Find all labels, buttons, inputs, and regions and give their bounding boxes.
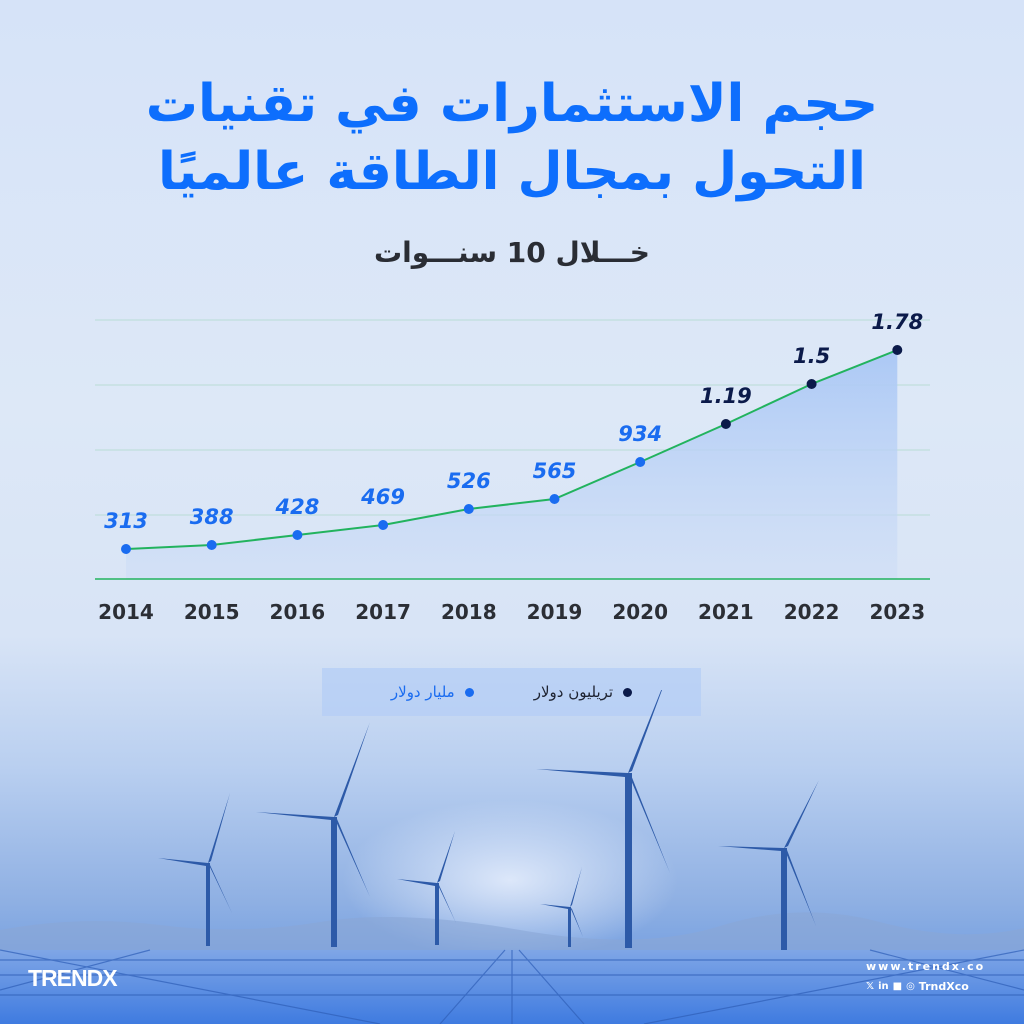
title-line-1: حجم الاستثمارات في تقنيات [145,74,879,134]
legend-item-billion: مليار دولار [391,683,474,701]
legend-label-billion: مليار دولار [390,683,455,701]
value-label: 1.5 [792,344,831,368]
data-point [806,379,817,389]
panel-grid-lines [0,949,1024,1024]
value-label: 934 [618,422,663,446]
data-point [121,544,131,554]
legend-item-trillion: تريليون دولار [533,683,633,701]
page-title: حجم الاستثمارات في تقنيات التحول بمجال ا… [0,70,1024,206]
mountains [0,912,1024,950]
turbine-3 [397,831,456,945]
data-point [292,530,303,540]
value-label: 565 [532,459,577,483]
data-point [892,345,903,355]
instagram-icon[interactable]: ◎ [906,981,915,992]
data-point [463,504,474,514]
social-links: 𝕏 in ■ ◎ TrndXco [866,980,969,993]
turbine-2 [256,722,370,947]
x-icon[interactable]: 𝕏 [866,981,875,992]
x-axis-labels: 2014 2015 2016 2017 2018 2019 2020 2021 2022 2023 [0,600,1024,630]
facebook-icon[interactable]: ■ [892,981,903,992]
wind-solar-scene [0,690,1024,1024]
data-point [378,520,389,530]
data-point [720,419,731,429]
legend-label-trillion: تريليون دولار [533,683,614,701]
linkedin-icon[interactable]: in [878,981,889,992]
turbine-6 [718,780,819,950]
x-axis-label: 2023 [869,600,926,624]
trendx-logo: TRENDX [28,965,118,991]
value-label: 1.78 [871,310,924,334]
turbine-5 [536,690,670,948]
x-axis-label: 2016 [269,600,326,624]
value-label: 428 [275,495,320,519]
x-axis-label: 2018 [440,600,497,624]
title-line-2: التحول بمجال الطاقة عالميًا [158,142,866,202]
turbine-1 [158,793,232,946]
legend: تريليون دولار مليار دولار [322,668,701,716]
turbine-4 [540,867,583,947]
data-point [549,494,560,504]
area-fill [126,350,898,579]
value-label: 388 [189,505,234,529]
value-label: 313 [104,509,148,533]
x-axis-label: 2014 [98,600,154,624]
x-axis-label: 2015 [183,600,240,624]
legend-dot-billion [464,687,474,697]
x-axis-label: 2022 [783,600,840,624]
data-point [206,540,217,550]
chart-canvas [95,319,930,580]
data-point [635,457,646,467]
social-handle: TrndXco [918,980,969,993]
x-axis-label: 2019 [526,600,583,624]
value-label: 469 [361,485,406,509]
line-chart: 313 388 428 469 526 565 934 1.19 1.5 1.78 [0,300,1024,640]
value-label: 1.19 [699,384,752,408]
website-link[interactable]: www.trendx.co [866,960,986,973]
wind-turbines [158,690,819,950]
data-line [125,349,898,550]
value-label: 526 [446,469,491,493]
legend-dot-trillion [623,687,633,697]
x-axis-label: 2021 [698,600,754,624]
subtitle: خـــلال 10 سنـــوات [374,236,650,269]
x-axis-label: 2017 [355,600,411,624]
x-axis-label: 2020 [612,600,669,624]
